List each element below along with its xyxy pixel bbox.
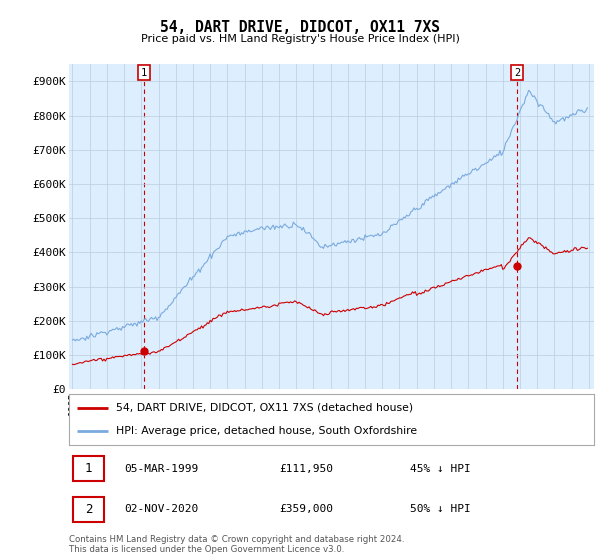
Text: 05-MAR-1999: 05-MAR-1999 — [124, 464, 199, 474]
Text: 2: 2 — [85, 502, 92, 516]
Text: 54, DART DRIVE, DIDCOT, OX11 7XS: 54, DART DRIVE, DIDCOT, OX11 7XS — [160, 20, 440, 35]
Text: 1: 1 — [85, 462, 92, 475]
Text: 50% ↓ HPI: 50% ↓ HPI — [410, 504, 471, 514]
Text: 54, DART DRIVE, DIDCOT, OX11 7XS (detached house): 54, DART DRIVE, DIDCOT, OX11 7XS (detach… — [116, 403, 413, 413]
Text: Contains HM Land Registry data © Crown copyright and database right 2024.
This d: Contains HM Land Registry data © Crown c… — [69, 535, 404, 554]
Text: £111,950: £111,950 — [279, 464, 333, 474]
Text: 2: 2 — [514, 68, 520, 78]
Text: HPI: Average price, detached house, South Oxfordshire: HPI: Average price, detached house, Sout… — [116, 426, 418, 436]
Text: Price paid vs. HM Land Registry's House Price Index (HPI): Price paid vs. HM Land Registry's House … — [140, 34, 460, 44]
Bar — [73, 456, 104, 481]
Text: £359,000: £359,000 — [279, 504, 333, 514]
Text: 45% ↓ HPI: 45% ↓ HPI — [410, 464, 471, 474]
Text: 02-NOV-2020: 02-NOV-2020 — [124, 504, 199, 514]
Text: 1: 1 — [141, 68, 147, 78]
Bar — [73, 497, 104, 521]
